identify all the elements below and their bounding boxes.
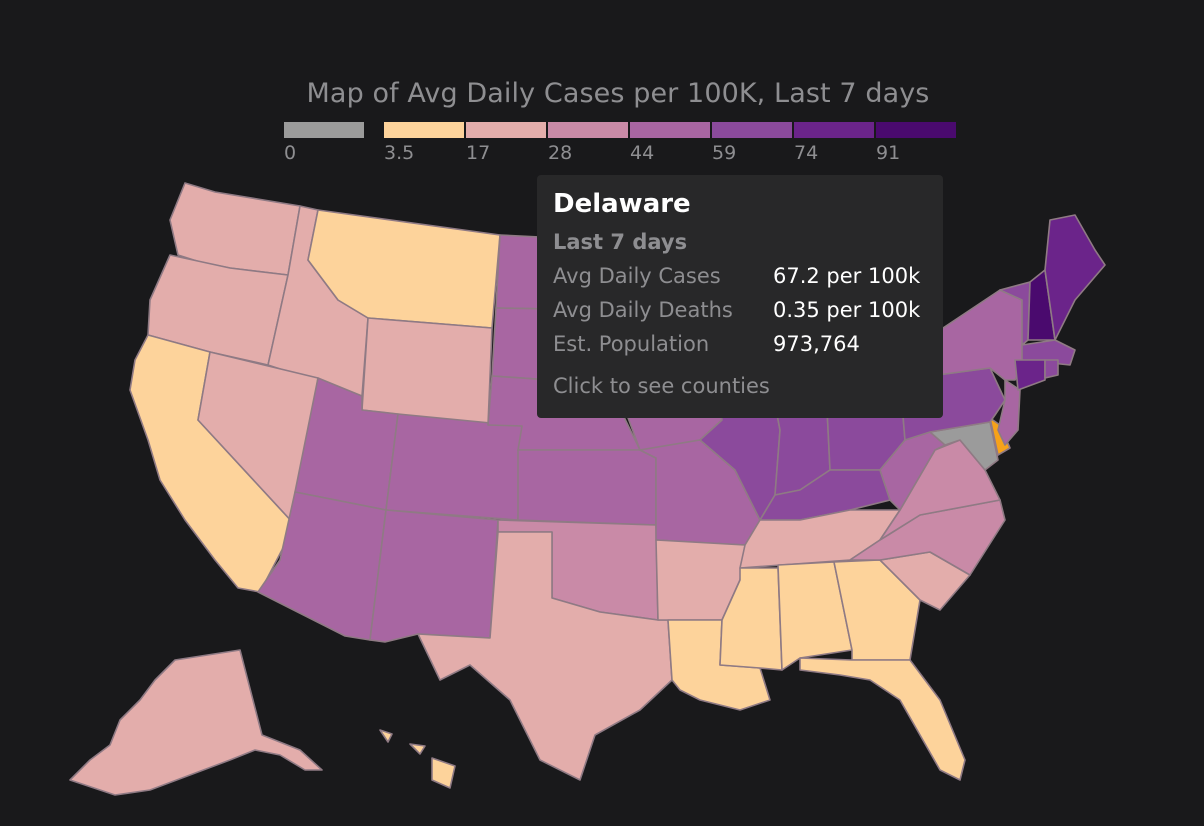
state-florida[interactable] (799, 657, 966, 781)
tooltip-value: 67.2 per 100k (773, 264, 921, 288)
legend-swatch-6 (794, 122, 874, 138)
legend-tick-label: 74 (794, 142, 819, 164)
state-alaska[interactable] (69, 649, 323, 796)
state-hawaii[interactable] (379, 729, 456, 789)
see-counties-link[interactable]: Click to see counties (553, 374, 770, 398)
legend-tick-label: 44 (630, 142, 655, 164)
state-vermont[interactable] (999, 281, 1031, 346)
legend-swatch-4 (630, 122, 710, 138)
tooltip-label: Avg Daily Cases (553, 264, 721, 288)
state-wyoming[interactable] (361, 317, 493, 426)
tooltip-period: Last 7 days (553, 230, 688, 254)
tooltip-row-deaths: Avg Daily Deaths 0.35 per 100k (553, 293, 927, 327)
legend-swatch-7 (876, 122, 956, 138)
legend-swatch-3 (548, 122, 628, 138)
tooltip-row-population: Est. Population 973,764 (553, 327, 927, 361)
tooltip-row-cases: Avg Daily Cases 67.2 per 100k (553, 259, 927, 293)
state-texas[interactable] (417, 531, 673, 781)
state-colorado[interactable] (385, 413, 523, 521)
legend-swatch-2 (466, 122, 546, 138)
legend-tick-label: 28 (548, 142, 573, 164)
tooltip-label: Est. Population (553, 332, 710, 356)
state-connecticut[interactable] (1014, 359, 1046, 391)
state-tooltip: Delaware Last 7 days Avg Daily Cases 67.… (537, 175, 943, 418)
legend-tick-label: 3.5 (384, 142, 415, 164)
legend-swatch-no-data (284, 122, 364, 138)
tooltip-value: 973,764 (773, 332, 860, 356)
state-new-jersey[interactable] (997, 379, 1021, 446)
tooltip-state-name: Delaware (553, 189, 691, 219)
state-alabama[interactable] (777, 561, 853, 671)
tooltip-value: 0.35 per 100k (773, 298, 921, 322)
state-maine[interactable] (1044, 214, 1106, 341)
map-title: Map of Avg Daily Cases per 100K, Last 7 … (306, 78, 930, 109)
state-new-mexico[interactable] (369, 509, 499, 643)
state-kansas[interactable] (517, 449, 657, 526)
legend-tick-label: 17 (466, 142, 491, 164)
state-rhode-island[interactable] (1044, 359, 1059, 379)
legend-tick-label: 91 (876, 142, 901, 164)
legend-tick-label: 59 (712, 142, 737, 164)
tooltip-label: Avg Daily Deaths (553, 298, 733, 322)
legend-swatch-1 (384, 122, 464, 138)
legend-tick-label: 0 (284, 142, 297, 164)
legend-swatch-5 (712, 122, 792, 138)
state-massachusetts[interactable] (1021, 339, 1076, 366)
